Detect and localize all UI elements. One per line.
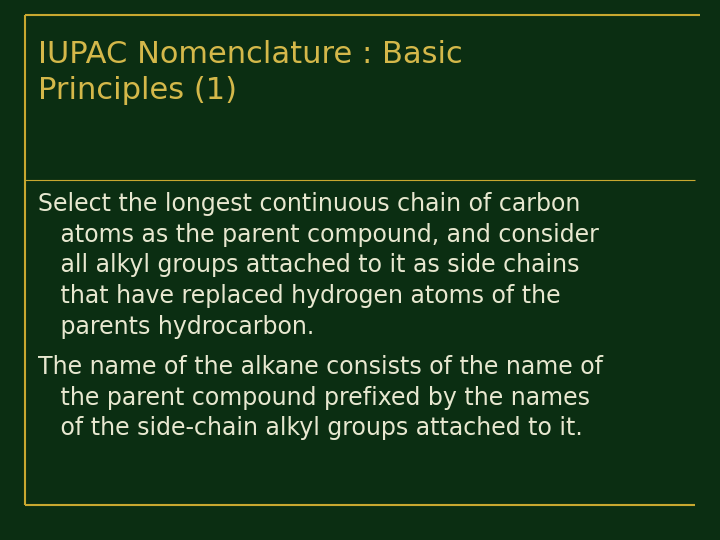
Text: The name of the alkane consists of the name of
   the parent compound prefixed b: The name of the alkane consists of the n…: [38, 355, 603, 440]
Text: Select the longest continuous chain of carbon
   atoms as the parent compound, a: Select the longest continuous chain of c…: [38, 192, 599, 339]
Text: IUPAC Nomenclature : Basic
Principles (1): IUPAC Nomenclature : Basic Principles (1…: [38, 40, 463, 105]
